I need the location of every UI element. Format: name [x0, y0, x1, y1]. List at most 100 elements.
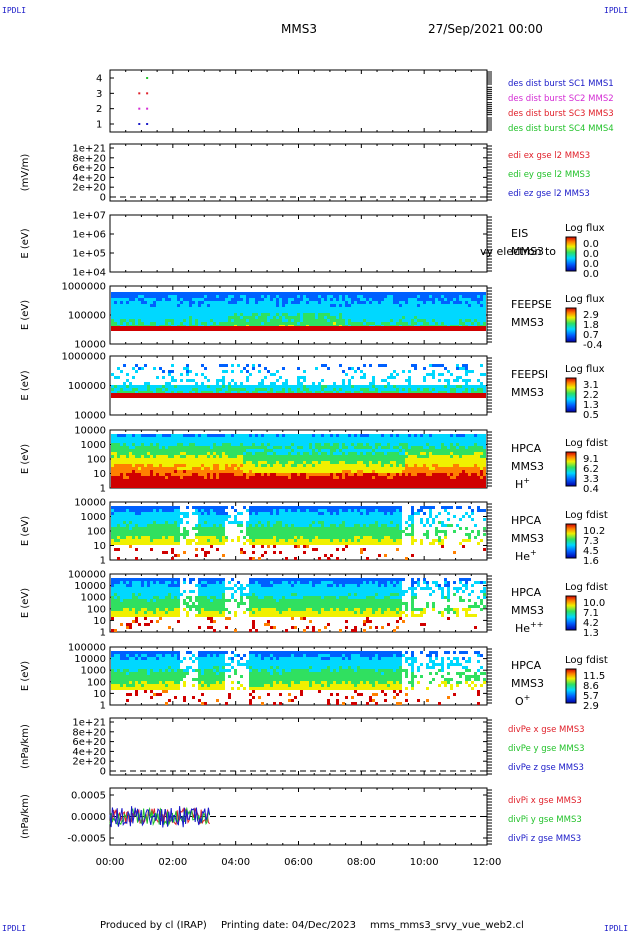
y-tick-label-hpca_h: 10000 [74, 426, 106, 437]
panel-feepse: 1000000 100000 10000 E (eV) FEEPSE MMS3 Log fl… [20, 282, 605, 352]
y-tick-label-edi: 0 [100, 193, 106, 204]
legend-divpe: divPe x gse MMS3 [508, 725, 585, 735]
y-tick-label-divpi: 0.0000 [71, 812, 106, 823]
colorbar-tick-hpca_he: 10.2 [583, 526, 605, 537]
y-tick-label-hpca_o: 1000 [81, 666, 106, 677]
footer-produced-by: Produced by cl (IRAP) [100, 920, 207, 931]
colorbar-tick-hpca_h: 6.2 [583, 464, 599, 475]
y-tick-label-burst: 3 [96, 89, 102, 100]
colorbar-tick-hpca_hepp: 7.1 [583, 608, 599, 619]
legend-edi: edi ez gse l2 MMS3 [508, 189, 590, 199]
colorbar-tick-hpca_he: 7.3 [583, 536, 599, 547]
legend-divpi: divPi z gse MMS3 [508, 834, 581, 844]
y-tick-label-divpe: 2e+20 [72, 757, 106, 768]
y-tick-label-divpe: 4e+20 [72, 747, 106, 758]
colorbar-tick-eis: 0.0 [583, 249, 599, 260]
instrument-label-hpca_hepp: HPCA [511, 586, 542, 599]
y-tick-label-hpca_hepp: 100 [87, 604, 106, 615]
y-tick-label-hpca_he: 1000 [81, 512, 106, 523]
y-axis-label-edi: (mV/m) [20, 154, 31, 192]
x-tick-label: 12:00 [473, 857, 502, 868]
colorbar-feepse [565, 307, 577, 343]
y-tick-label-feepsi: 100000 [68, 381, 106, 392]
colorbar-tick-hpca_he: 1.6 [583, 556, 599, 567]
colorbar-title-hpca_o: Log fdist [565, 655, 608, 666]
instrument-label-feepse: FEEPSE [511, 298, 552, 311]
y-tick-label-eis: 1e+05 [72, 249, 106, 260]
y-tick-label-divpe: 1e+21 [72, 718, 106, 729]
y-tick-label-hpca_he: 10000 [74, 498, 106, 509]
y-tick-label-hpca_hepp: 100000 [68, 570, 106, 581]
x-tick-label: 02:00 [158, 857, 187, 868]
panel-burst: 1 2 3 4 des dist burst SC1 MMS1 des dist burs… [96, 69, 614, 134]
y-tick-label-eis: 1e+07 [72, 211, 106, 222]
colorbar-title-hpca_he: Log fdist [565, 510, 608, 521]
y-tick-label-edi: 2e+20 [72, 183, 106, 194]
y-tick-label-hpca_o: 1 [100, 701, 106, 712]
y-axis-label-divpe: (nPa/km) [20, 724, 31, 769]
y-tick-label-feepse: 1000000 [61, 282, 106, 293]
spectrogram-feepsi [111, 364, 486, 398]
y-tick-label-eis: 1e+06 [72, 230, 106, 241]
y-tick-label-hpca_he: 100 [87, 527, 106, 538]
species-label-hpca_o: O+ [515, 693, 530, 708]
legend-burst: des dist burst SC2 MMS2 [508, 94, 614, 104]
panel-feepsi: 1000000 100000 10000 E (eV) FEEPSI MMS3 Log fl… [20, 352, 605, 422]
colorbar-title-feepsi: Log flux [565, 364, 605, 375]
burst-marker [146, 92, 149, 95]
y-tick-label-hpca_he: 1 [100, 556, 106, 567]
corner-label-bottom-right: IPDLI [604, 924, 629, 933]
y-tick-label-burst: 1 [96, 120, 102, 131]
y-tick-label-hpca_h: 10 [93, 469, 106, 480]
corner-label-top-left: IPDLI [2, 6, 27, 15]
y-tick-label-burst: 4 [96, 74, 102, 85]
colorbar-tick-feepse: -0.4 [583, 340, 603, 351]
colorbar-tick-feepsi: 1.3 [583, 400, 599, 411]
colorbar-tick-hpca_h: 3.3 [583, 474, 599, 485]
spacecraft-label-feepse: MMS3 [511, 316, 544, 329]
colorbar-tick-hpca_hepp: 1.3 [583, 628, 599, 639]
panel-frame-edi [109, 143, 488, 202]
y-tick-label-divpe: 6e+20 [72, 737, 106, 748]
corner-label-bottom-left: IPDLI [2, 924, 27, 933]
y-tick-label-divpi: -0.0005 [67, 834, 106, 845]
spacecraft-label-feepsi: MMS3 [511, 386, 544, 399]
spectrogram-hpca_o [111, 651, 486, 705]
y-tick-label-hpca_hepp: 1000 [81, 593, 106, 604]
y-tick-label-feepsi: 10000 [74, 411, 106, 422]
burst-marker [138, 92, 141, 95]
spectrogram-feepse [111, 292, 486, 331]
colorbar-hpca_hepp [565, 595, 577, 631]
legend-divpe: divPe z gse MMS3 [508, 763, 584, 773]
colorbar-tick-feepse: 1.8 [583, 320, 599, 331]
colorbar-tick-eis: 0.0 [583, 269, 599, 280]
x-tick-label: 08:00 [347, 857, 376, 868]
spectrogram-hpca_hepp [111, 578, 486, 632]
colorbar-tick-feepsi: 2.2 [583, 390, 599, 401]
y-tick-label-feepsi: 1000000 [61, 352, 106, 363]
species-label-hpca_hepp: He++ [515, 620, 543, 635]
y-tick-label-edi: 8e+20 [72, 153, 106, 164]
y-tick-label-hpca_hepp: 10 [93, 616, 106, 627]
band-red [111, 326, 486, 331]
colorbar-title-feepse: Log flux [565, 294, 605, 305]
spectrogram-hpca_he [111, 506, 486, 560]
colorbar-title-eis: Log flux [565, 223, 605, 234]
y-tick-label-hpca_o: 100000 [68, 643, 106, 654]
colorbar-hpca_he [565, 523, 577, 559]
instrument-label-feepsi: FEEPSI [511, 368, 548, 381]
y-tick-label-divpe: 8e+20 [72, 727, 106, 738]
colorbar-tick-hpca_hepp: 10.0 [583, 598, 605, 609]
y-tick-label-edi: 1e+21 [72, 144, 106, 155]
burst-marker [138, 107, 141, 110]
y-tick-label-hpca_hepp: 1 [100, 628, 106, 639]
x-tick-label: 00:00 [96, 857, 125, 868]
legend-edi: edi ex gse l2 MMS3 [508, 151, 590, 161]
corner-label-top-right: IPDLI [604, 6, 629, 15]
y-tick-label-divpi: 0.0005 [71, 791, 106, 802]
y-tick-label-feepse: 10000 [74, 340, 106, 351]
spacecraft-label-hpca_he: MMS3 [511, 532, 544, 545]
colorbar-tick-hpca_hepp: 4.2 [583, 618, 599, 629]
